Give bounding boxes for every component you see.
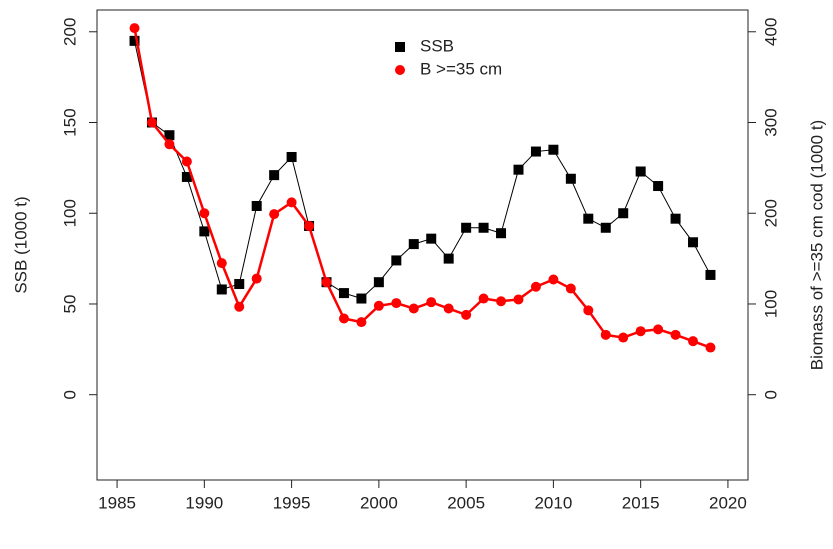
point: [705, 269, 716, 280]
point: [216, 258, 227, 269]
point: [530, 281, 541, 292]
x-tick-label: 2005: [447, 493, 485, 512]
point: [618, 208, 629, 219]
legend-marker: [395, 65, 405, 75]
y2-tick-label: 0: [761, 390, 780, 399]
point: [164, 139, 175, 150]
y2-tick-label: 300: [761, 108, 780, 136]
point: [234, 301, 245, 312]
y-tick-label: 50: [60, 295, 79, 314]
point: [653, 181, 664, 192]
point: [530, 146, 541, 157]
point: [251, 200, 262, 211]
point: [583, 213, 594, 224]
point: [356, 293, 367, 304]
point: [443, 303, 454, 314]
x-tick-label: 1995: [273, 493, 311, 512]
point: [670, 329, 681, 340]
point: [356, 317, 367, 328]
point: [688, 336, 699, 347]
point: [583, 305, 594, 316]
point: [496, 296, 507, 307]
point: [461, 309, 472, 320]
point: [373, 277, 384, 288]
series-line: [133, 27, 711, 349]
point: [181, 156, 192, 167]
point: [286, 151, 297, 162]
point: [146, 117, 157, 128]
point: [635, 166, 646, 177]
point: [408, 239, 419, 250]
point: [548, 144, 559, 155]
point: [338, 313, 349, 324]
point: [635, 326, 646, 337]
point: [269, 170, 280, 181]
point: [478, 222, 489, 233]
point: [304, 220, 315, 231]
x-tick-label: 2000: [360, 493, 398, 512]
point: [286, 197, 297, 208]
point: [129, 35, 140, 46]
x-tick-label: 2015: [622, 493, 660, 512]
y-tick-label: 200: [60, 18, 79, 46]
point: [426, 233, 437, 244]
point: [513, 294, 524, 305]
point: [443, 253, 454, 264]
point: [653, 324, 664, 335]
point: [269, 209, 280, 220]
point: [461, 222, 472, 233]
point: [426, 297, 437, 308]
point: [496, 228, 507, 239]
point: [391, 255, 402, 266]
legend-label: B >=35 cm: [420, 59, 502, 78]
point: [338, 288, 349, 299]
point: [251, 273, 262, 284]
y-tick-label: 0: [60, 390, 79, 399]
point: [600, 329, 611, 340]
point: [234, 279, 245, 290]
point: [373, 300, 384, 311]
legend-label: SSB: [420, 36, 454, 55]
point: [705, 342, 716, 353]
point: [408, 303, 419, 314]
y-tick-label: 100: [60, 199, 79, 227]
point: [216, 284, 227, 295]
point: [391, 298, 402, 309]
point: [548, 274, 559, 285]
x-tick-label: 2010: [534, 493, 572, 512]
point: [199, 208, 210, 219]
point: [618, 332, 629, 343]
y2-tick-label: 200: [761, 199, 780, 227]
point: [565, 173, 576, 184]
x-tick-label: 1990: [185, 493, 223, 512]
x-tick-label: 1985: [98, 493, 136, 512]
point: [129, 23, 140, 34]
y2-tick-label: 100: [761, 290, 780, 318]
point: [688, 237, 699, 248]
point: [565, 283, 576, 294]
x-tick-label: 2020: [709, 493, 747, 512]
point: [164, 130, 175, 141]
legend-marker: [395, 42, 405, 52]
point: [600, 222, 611, 233]
point: [181, 171, 192, 182]
plot-box: [96, 9, 749, 481]
y-axis-label: SSB (1000 t): [11, 196, 30, 293]
point: [199, 226, 210, 237]
point: [670, 213, 681, 224]
point: [478, 293, 489, 304]
point: [321, 277, 332, 288]
y2-tick-label: 400: [761, 18, 780, 46]
y2-axis-label: Biomass of >=35 cm cod (1000 t): [807, 120, 826, 370]
point: [513, 164, 524, 175]
y-tick-label: 150: [60, 108, 79, 136]
